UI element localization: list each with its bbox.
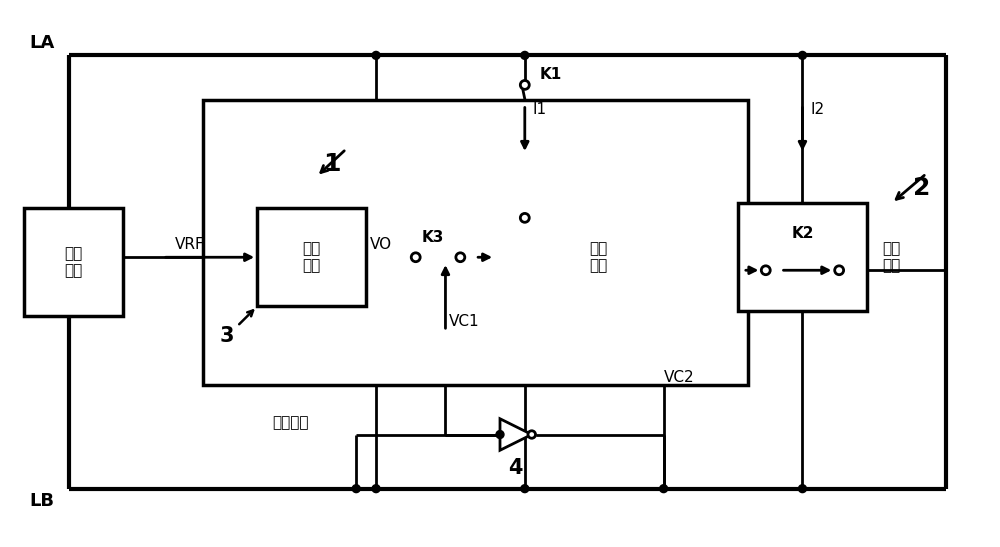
Circle shape xyxy=(660,485,668,493)
Text: 2: 2 xyxy=(913,176,930,200)
Text: 调制数据: 调制数据 xyxy=(272,416,308,430)
Circle shape xyxy=(521,485,529,493)
Text: K1: K1 xyxy=(540,67,562,82)
Text: LB: LB xyxy=(29,492,54,510)
Circle shape xyxy=(496,430,504,439)
Circle shape xyxy=(372,51,380,59)
Circle shape xyxy=(372,485,380,493)
Circle shape xyxy=(798,51,806,59)
Circle shape xyxy=(352,485,360,493)
Polygon shape xyxy=(500,419,532,450)
Text: VC2: VC2 xyxy=(664,370,694,386)
Circle shape xyxy=(456,253,465,261)
Bar xyxy=(24,208,123,316)
Text: 调制
电路: 调制 电路 xyxy=(882,241,900,274)
Text: 检测
电路: 检测 电路 xyxy=(302,241,321,274)
Text: K3: K3 xyxy=(422,230,444,246)
Text: I1: I1 xyxy=(533,102,547,117)
Circle shape xyxy=(528,431,536,438)
Circle shape xyxy=(798,485,806,493)
Circle shape xyxy=(411,253,420,261)
Text: LA: LA xyxy=(29,34,54,53)
Bar xyxy=(203,100,748,385)
Text: VO: VO xyxy=(370,237,392,252)
Text: 1: 1 xyxy=(323,152,340,176)
Text: 整流
电路: 整流 电路 xyxy=(64,246,83,278)
Circle shape xyxy=(761,266,770,275)
Bar xyxy=(257,208,366,306)
Circle shape xyxy=(835,266,844,275)
Circle shape xyxy=(520,213,529,222)
Text: VRF: VRF xyxy=(175,237,205,252)
Bar xyxy=(738,203,867,311)
Text: 3: 3 xyxy=(220,326,235,346)
Text: 4: 4 xyxy=(509,458,523,478)
Circle shape xyxy=(520,80,529,89)
Text: 稳压
电路: 稳压 电路 xyxy=(589,241,608,274)
Text: I2: I2 xyxy=(810,102,825,117)
Text: VC1: VC1 xyxy=(448,314,479,329)
Circle shape xyxy=(521,51,529,59)
Text: K2: K2 xyxy=(791,226,814,241)
